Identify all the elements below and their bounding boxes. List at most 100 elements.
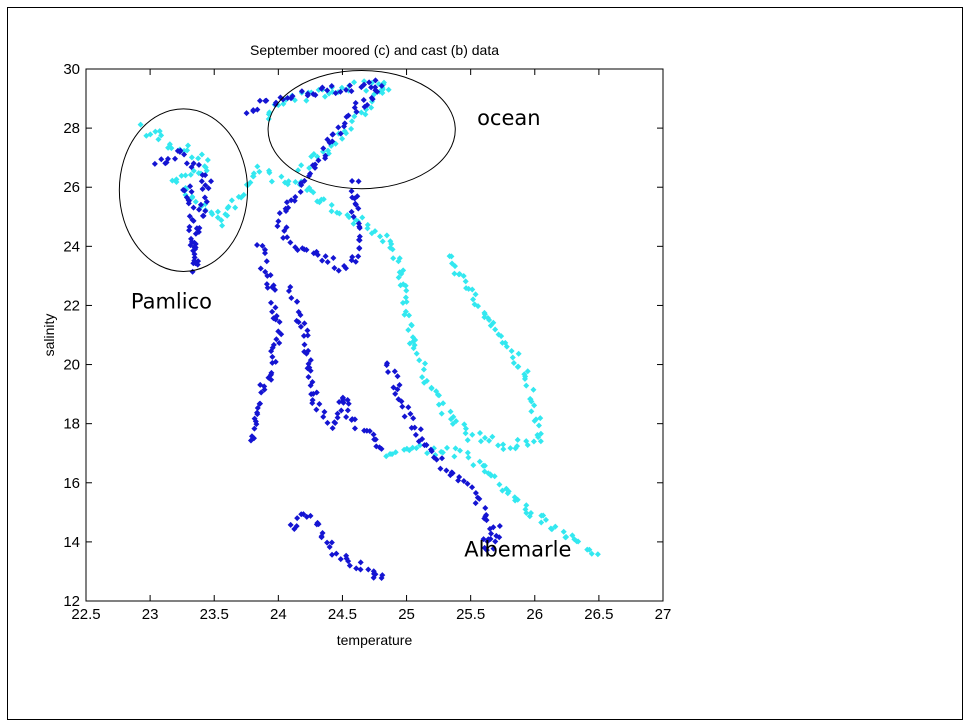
data-point-1-path4 bbox=[288, 294, 295, 301]
data-point-0-path3 bbox=[368, 104, 375, 111]
scatter-chart: 22.5 23 23.5 24 24.5 25 25.5 26 26.5 27 12 14 16 18 20… bbox=[41, 42, 671, 648]
data-point-0-path bbox=[168, 145, 175, 152]
data-point-1-path4 bbox=[344, 407, 351, 414]
data-point-1-path3 bbox=[272, 304, 279, 311]
data-point-0-path bbox=[481, 434, 488, 441]
data-point-1-path5 bbox=[483, 517, 490, 524]
data-point-0-path bbox=[185, 142, 192, 149]
data-point-0-path bbox=[350, 220, 357, 227]
data-point-0-path bbox=[462, 278, 469, 285]
data-point-1-path5 bbox=[384, 369, 391, 376]
data-point-0-path2 bbox=[552, 523, 559, 530]
data-point-1-path bbox=[187, 242, 194, 249]
data-point-0-path bbox=[359, 214, 366, 221]
data-point-0-path bbox=[377, 233, 384, 240]
data-point-1-path4 bbox=[321, 408, 328, 415]
data-point-0-path bbox=[421, 379, 428, 386]
data-point-1-path5 bbox=[427, 446, 434, 453]
data-point-0-path bbox=[487, 322, 494, 329]
data-point-1-path6 bbox=[315, 521, 322, 528]
data-point-1-path6 bbox=[319, 530, 326, 537]
data-point-0-path3 bbox=[303, 97, 310, 104]
data-point-0-path bbox=[464, 437, 471, 444]
data-point-1-path5 bbox=[469, 484, 476, 491]
data-point-0-path2 bbox=[444, 444, 451, 451]
data-point-1-path5 bbox=[438, 455, 445, 462]
data-point-1-path2 bbox=[288, 197, 295, 204]
data-point-1-path2 bbox=[304, 90, 311, 97]
data-point-0-path bbox=[192, 198, 199, 205]
data-point-0-path bbox=[268, 178, 275, 185]
data-point-1-path3 bbox=[268, 348, 275, 355]
data-point-1-path2 bbox=[298, 88, 305, 95]
data-point-0-path bbox=[419, 374, 426, 381]
data-point-0-path bbox=[397, 282, 404, 289]
data-point-0-path bbox=[310, 189, 317, 196]
data-point-0-path bbox=[254, 163, 261, 170]
data-point-1-path3 bbox=[276, 339, 283, 346]
data-point-0-path bbox=[278, 173, 285, 180]
data-point-0-path bbox=[523, 382, 530, 389]
data-point-1-path2 bbox=[337, 88, 344, 95]
data-point-1-path bbox=[164, 155, 171, 162]
data-point-1-path bbox=[191, 251, 198, 258]
data-point-1-path5 bbox=[398, 398, 405, 405]
data-point-1-path5 bbox=[455, 477, 462, 484]
data-point-0-path2 bbox=[452, 445, 459, 452]
data-point-1-path2 bbox=[319, 257, 326, 264]
data-point-1-path6 bbox=[318, 534, 325, 541]
data-point-1-path2 bbox=[284, 95, 291, 102]
data-point-1-path bbox=[190, 260, 197, 267]
data-point-1-path bbox=[205, 185, 212, 192]
data-point-0-path bbox=[178, 172, 185, 179]
data-point-0-path bbox=[528, 408, 535, 415]
data-point-0-path bbox=[402, 294, 409, 301]
data-point-0-path bbox=[507, 445, 514, 452]
data-point-1-path3 bbox=[257, 265, 264, 272]
data-point-1-path bbox=[158, 156, 165, 163]
data-point-1-path4 bbox=[293, 298, 300, 305]
data-point-1-path3 bbox=[264, 284, 271, 291]
data-point-0-path2 bbox=[470, 462, 477, 469]
data-point-1-path2 bbox=[372, 84, 379, 91]
data-point-0-path2 bbox=[527, 510, 534, 517]
data-point-1-path2 bbox=[315, 157, 322, 164]
data-point-0-path bbox=[403, 287, 410, 294]
data-point-1-path4 bbox=[285, 287, 292, 294]
data-point-1-path5 bbox=[488, 530, 495, 537]
data-point-1-path bbox=[208, 178, 215, 185]
data-point-1-path4 bbox=[345, 400, 352, 407]
data-point-1-path bbox=[192, 230, 199, 237]
data-point-0-path2 bbox=[523, 510, 530, 517]
data-point-1-path5 bbox=[405, 404, 412, 411]
data-point-0-path3 bbox=[341, 128, 348, 135]
y-tick-label: 28 bbox=[63, 120, 80, 137]
data-point-1-path2 bbox=[348, 188, 355, 195]
y-tick-label: 20 bbox=[63, 357, 80, 374]
data-point-1-path3 bbox=[254, 404, 261, 411]
data-point-1-path2 bbox=[348, 208, 355, 215]
data-point-1-path2 bbox=[356, 233, 363, 240]
data-point-0-path bbox=[434, 391, 441, 398]
data-point-1-path2 bbox=[280, 234, 287, 241]
data-point-0-path bbox=[495, 442, 502, 449]
data-point-1-path2 bbox=[297, 188, 304, 195]
data-point-1-path6 bbox=[353, 565, 360, 572]
x-tick-label: 24.5 bbox=[328, 606, 357, 623]
data-point-0-path bbox=[218, 217, 225, 224]
data-point-0-path bbox=[143, 132, 150, 139]
data-point-1-path2 bbox=[346, 82, 353, 89]
data-point-0-path bbox=[292, 179, 299, 186]
data-point-1-path2 bbox=[324, 258, 331, 265]
data-point-0-path bbox=[471, 301, 478, 308]
data-point-1-path2 bbox=[352, 200, 359, 207]
data-point-0-path bbox=[420, 366, 427, 373]
data-point-0-path bbox=[447, 408, 454, 415]
data-point-1-path4 bbox=[332, 419, 339, 426]
data-point-0-path bbox=[214, 214, 221, 221]
data-point-1-path6 bbox=[293, 523, 300, 530]
data-point-1-path bbox=[195, 258, 202, 265]
data-point-1-path5 bbox=[394, 373, 401, 380]
data-point-1-path6 bbox=[324, 539, 331, 546]
data-point-0-path bbox=[477, 438, 484, 445]
